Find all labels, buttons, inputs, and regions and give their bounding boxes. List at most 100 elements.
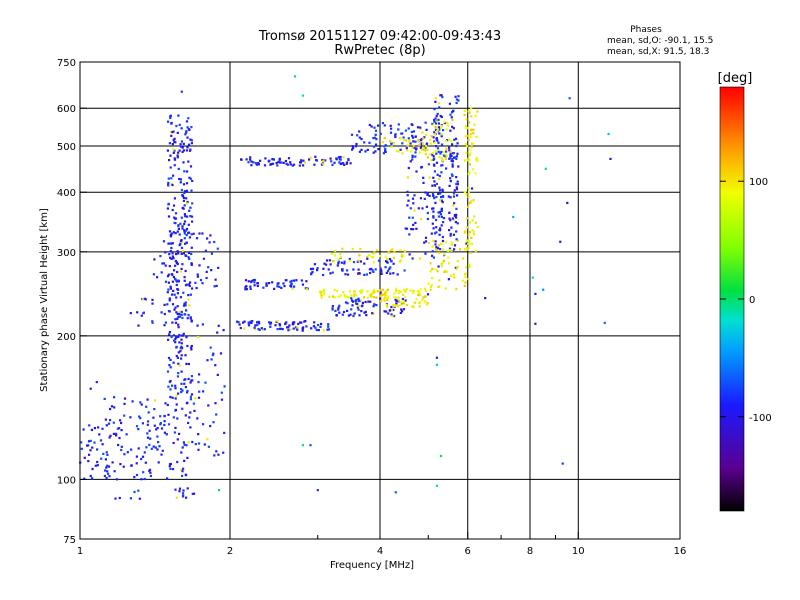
echo-point [463,191,466,194]
echo-point [413,147,416,150]
echo-point [436,112,439,115]
echo-point [423,136,426,139]
echo-point [437,192,440,195]
echo-point [189,316,192,319]
echo-point [397,128,400,131]
echo-point [182,196,185,199]
echo-point [434,201,437,204]
echo-point [303,161,306,164]
echo-point [189,381,192,384]
echo-point [309,267,313,271]
echo-point [94,464,97,467]
echo-point [330,160,333,163]
echo-point [329,157,332,160]
echo-point [467,191,470,194]
echo-point [417,207,420,210]
echo-point [386,305,389,308]
echo-point [171,255,174,258]
echo-point [167,120,170,123]
echo-point [190,126,193,129]
echo-point [466,159,469,162]
echo-point [258,328,261,331]
echo-point [161,262,164,265]
echo-point [190,252,193,256]
echo-point [420,137,423,141]
echo-point [141,298,145,301]
x-tick-label: 4 [377,546,383,557]
echo-point [464,281,467,284]
echo-point [167,177,170,180]
echo-point [403,250,407,253]
echo-point [331,271,334,274]
echo-point [182,441,185,444]
echo-point [105,451,108,454]
echo-point [177,279,180,282]
echo-point [457,95,460,98]
echo-point [465,242,468,245]
echo-point [419,218,422,221]
echo-point [343,294,346,297]
echo-point [383,310,386,313]
colorbar-tick-label: 100 [749,177,768,188]
echo-point [453,244,457,247]
echo-point [436,147,440,150]
echo-point [182,142,185,145]
echo-point [361,290,364,293]
echo-point [440,150,443,154]
echo-point [436,129,439,132]
echo-point [468,111,471,114]
echo-point [406,190,409,193]
echo-point [561,462,564,465]
echo-point [544,167,547,170]
echo-point [169,366,172,369]
echo-point [181,446,184,449]
echo-point [140,403,143,406]
echo-point [475,135,478,138]
echo-point [395,290,398,293]
echo-point [210,358,213,361]
echo-point [164,264,167,267]
echo-point [101,427,104,430]
echo-point [376,249,379,252]
echo-point [412,144,415,147]
echo-point [189,206,192,209]
echo-point [171,183,174,187]
echo-point [452,195,456,198]
echo-point [300,321,303,324]
echo-point [112,421,115,424]
echo-point [449,234,452,237]
echo-point [274,324,277,327]
echo-point [433,170,436,173]
echo-point [607,132,610,136]
echo-point [147,420,150,423]
echo-point [323,288,326,291]
echo-point [466,205,469,208]
echo-point [448,146,451,149]
echo-point [418,294,421,297]
echo-point [183,222,186,226]
echo-point [190,346,193,349]
echo-point [411,154,414,157]
x-tick-label: 1 [77,546,83,557]
echo-point [357,259,360,262]
echo-point [186,170,189,173]
echo-point [291,321,295,324]
echo-point [107,422,111,425]
echo-point [455,238,458,241]
echo-point [91,446,94,449]
echo-point [190,246,193,249]
echo-point [156,448,159,451]
echo-point [434,122,438,125]
echo-point [311,270,314,274]
echo-point [313,321,316,324]
echo-point [402,293,405,296]
echo-point [420,144,423,147]
echo-point [169,287,172,290]
echo-point [172,416,175,419]
echo-point [185,444,188,447]
echo-point [425,128,428,131]
echo-point [245,158,248,161]
echo-point [433,118,436,121]
echo-point [376,290,379,293]
echo-point [184,269,187,273]
